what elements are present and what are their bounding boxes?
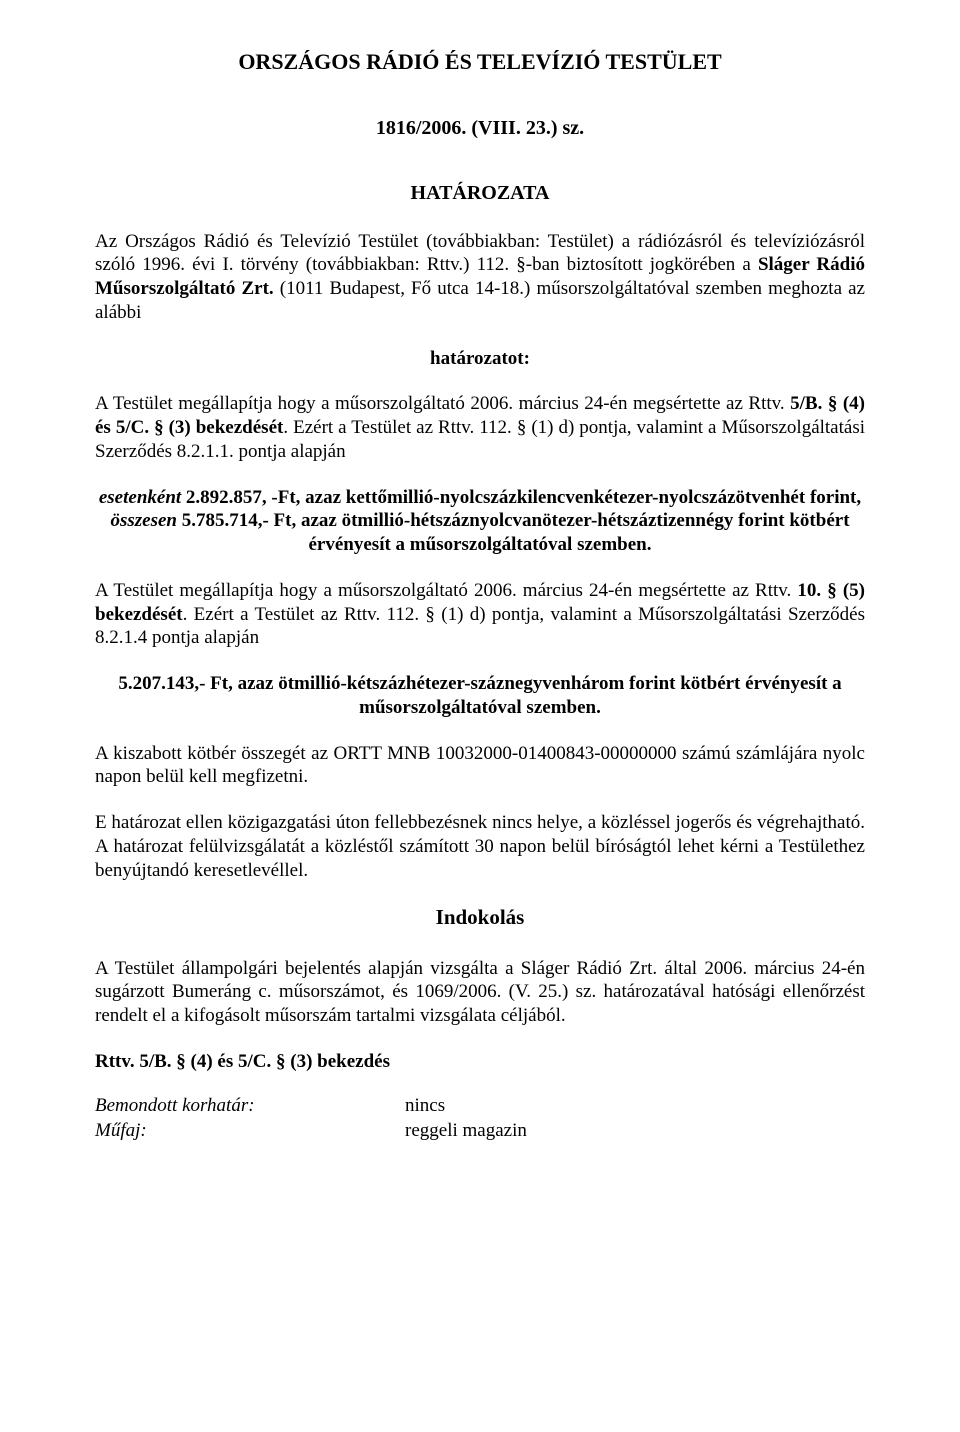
penalty-1-prefix: esetenként [99, 487, 181, 508]
penalty-1-tail: 5.785.714,- Ft, azaz ötmillió-hétszáznyo… [182, 510, 850, 555]
indokolas-heading: Indokolás [95, 904, 865, 930]
finding-2-text: A Testület megállapítja hogy a műsorszol… [95, 580, 797, 601]
intro-text: Az Országos Rádió és Televízió Testület … [95, 231, 865, 276]
penalty-1: esetenként 2.892.857, -Ft, azaz kettőmil… [95, 486, 865, 557]
finding-2: A Testület megállapítja hogy a műsorszol… [95, 579, 865, 650]
hatarozatot-label: határozatot: [95, 347, 865, 371]
doc-type: HATÁROZATA [95, 181, 865, 206]
penalty-1-total-word: összesen [110, 510, 177, 531]
info-label: Műfaj: [95, 1119, 405, 1143]
finding-2-tail: . Ezért a Testület az Rttv. 112. § (1) d… [95, 604, 865, 649]
info-value: nincs [405, 1094, 865, 1118]
info-value: reggeli magazin [405, 1119, 865, 1143]
intro-paragraph: Az Országos Rádió és Televízió Testület … [95, 230, 865, 325]
penalty-1-body: 2.892.857, -Ft, azaz kettőmillió-nyolcsz… [186, 487, 861, 508]
reasoning-paragraph: A Testület állampolgári bejelentés alapj… [95, 957, 865, 1028]
finding-1: A Testület megállapítja hogy a műsorszol… [95, 392, 865, 463]
doc-number: 1816/2006. (VIII. 23.) sz. [95, 116, 865, 141]
penalty-2: 5.207.143,- Ft, azaz ötmillió-kétszázhét… [95, 672, 865, 720]
info-row: Műfaj: reggeli magazin [95, 1119, 865, 1143]
finding-1-text: A Testület megállapítja hogy a műsorszol… [95, 393, 790, 414]
info-label: Bemondott korhatár: [95, 1094, 405, 1118]
appeal-paragraph: E határozat ellen közigazgatási úton fel… [95, 811, 865, 882]
section-label: Rttv. 5/B. § (4) és 5/C. § (3) bekezdés [95, 1050, 865, 1074]
info-row: Bemondott korhatár: nincs [95, 1094, 865, 1118]
payment-paragraph: A kiszabott kötbér összegét az ORTT MNB … [95, 742, 865, 790]
org-title: ORSZÁGOS RÁDIÓ ÉS TELEVÍZIÓ TESTÜLET [95, 48, 865, 76]
